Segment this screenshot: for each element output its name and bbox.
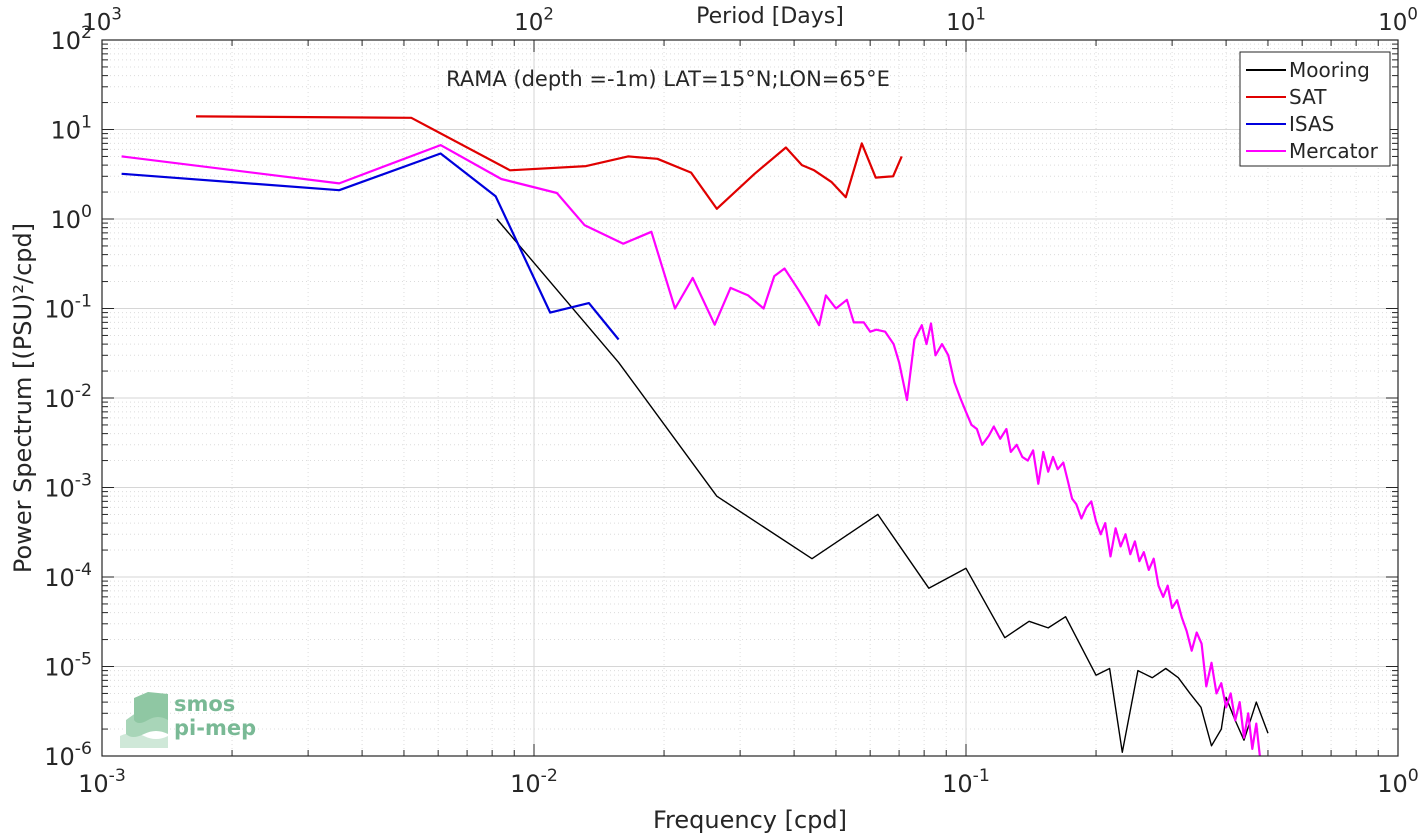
y-tick-label: 101	[50, 113, 92, 145]
top-tick-label: 103	[82, 5, 122, 36]
chart-title: RAMA (depth =-1m) LAT=15°N;LON=65°E	[446, 67, 890, 91]
x-tick-label: 10-3	[78, 766, 126, 798]
x-tick-label: 10-2	[510, 766, 558, 798]
logo-line1: smos	[174, 692, 236, 716]
grid-minor	[102, 40, 1398, 756]
legend: Mooring SAT ISAS Mercator	[1239, 51, 1391, 167]
legend-label: Mooring	[1289, 58, 1370, 82]
x-tick-label: 100	[1377, 766, 1419, 798]
y-tick-labels: 10-6 10-5 10-4 10-3 10-2 10-1 100 101 102	[44, 23, 92, 771]
y-tick-label: 10-4	[44, 560, 92, 592]
series-line-sat	[195, 115, 903, 210]
logo-waves-icon	[120, 692, 168, 748]
y-axis-label: Power Spectrum [(PSU)²/cpd]	[9, 223, 37, 573]
top-tick-label: 101	[946, 5, 986, 36]
ticks-layer	[101, 40, 1398, 757]
y-tick-label: 10-6	[44, 739, 92, 771]
logo-line2: pi-mep	[174, 716, 257, 740]
legend-label: ISAS	[1289, 112, 1334, 136]
top-tick-label: 102	[514, 5, 554, 36]
legend-label: Mercator	[1289, 139, 1379, 163]
y-tick-label: 102	[50, 23, 92, 55]
y-tick-label: 10-1	[44, 292, 92, 324]
x-tick-labels: 10-3 10-2 10-1 100	[78, 766, 1419, 798]
series-line-isas	[121, 152, 620, 341]
top-tick-label: 100	[1378, 5, 1418, 36]
top-axis-label: Period [Days]	[696, 4, 844, 29]
series-layer	[121, 115, 1269, 756]
y-tick-label: 100	[50, 202, 92, 234]
grid-major	[101, 40, 1398, 757]
legend-label: SAT	[1289, 85, 1327, 109]
smos-pimep-logo: smos pi-mep	[118, 690, 268, 750]
y-tick-label: 10-5	[44, 650, 92, 682]
y-tick-label: 10-3	[44, 471, 92, 503]
series-line-mercator	[121, 144, 1261, 756]
x-tick-label: 10-1	[942, 766, 990, 798]
y-tick-label: 10-2	[44, 381, 92, 413]
top-tick-labels: 103 102 101 100	[82, 5, 1418, 36]
x-axis-label: Frequency [cpd]	[653, 806, 847, 834]
series-line-mooring	[496, 218, 1269, 753]
